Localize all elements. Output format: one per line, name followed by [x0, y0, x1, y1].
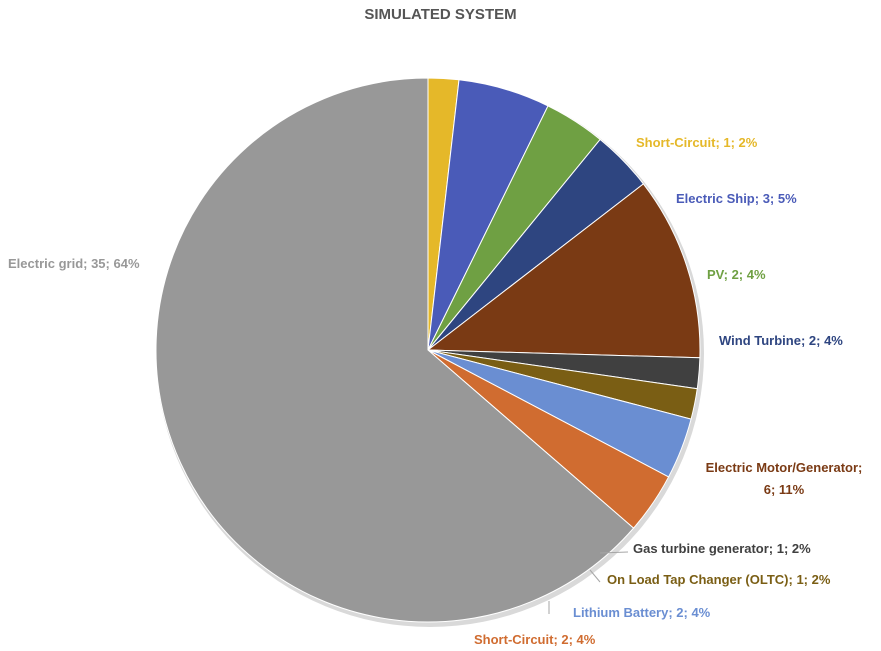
slice-label: Wind Turbine; 2; 4% [719, 333, 843, 348]
leader-line [599, 551, 629, 554]
slice-label: Electric grid; 35; 64% [8, 256, 140, 271]
pie-slice [155, 77, 635, 623]
slice-label: On Load Tap Changer (OLTC); 1; 2% [607, 572, 831, 587]
slice-label: Gas turbine generator; 1; 2% [633, 541, 811, 556]
slice-label: Electric Motor/Generator; 6; 11% [706, 460, 863, 497]
slice-label: Short-Circuit; 1; 2% [636, 135, 758, 150]
pie-slice [426, 183, 701, 359]
slice-label: Electric Ship; 3; 5% [676, 191, 797, 206]
slice-label: Short-Circuit; 2; 4% [474, 632, 596, 647]
leader-line [589, 569, 601, 583]
slice-label: Lithium Battery; 2; 4% [573, 605, 711, 620]
slice-label: PV; 2; 4% [707, 267, 766, 282]
chart-title: SIMULATED SYSTEM [364, 6, 517, 23]
